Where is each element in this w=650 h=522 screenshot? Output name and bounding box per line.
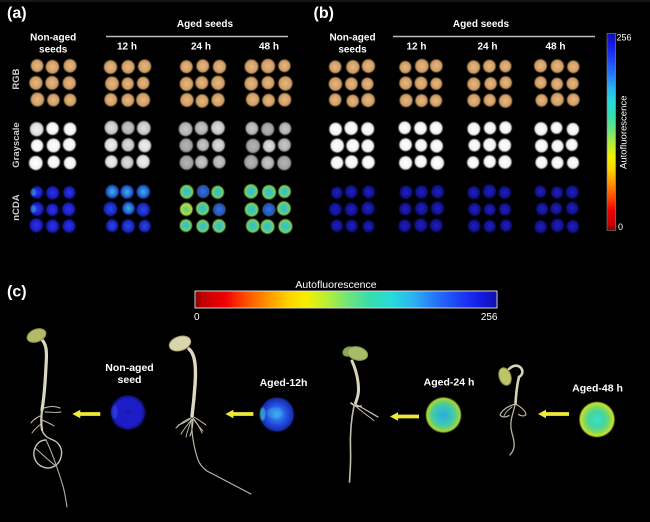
svg-text:nCDA: nCDA bbox=[11, 194, 22, 221]
svg-text:Aged-48 h: Aged-48 h bbox=[572, 383, 623, 395]
svg-text:48 h: 48 h bbox=[259, 42, 279, 53]
svg-text:48 h: 48 h bbox=[545, 42, 565, 53]
svg-text:Autofluorescence: Autofluorescence bbox=[618, 96, 629, 169]
svg-text:0: 0 bbox=[194, 312, 200, 323]
svg-text:Aged seeds: Aged seeds bbox=[453, 19, 510, 30]
svg-text:Aged-24 h: Aged-24 h bbox=[424, 377, 475, 389]
svg-text:(b): (b) bbox=[314, 5, 334, 22]
svg-text:256: 256 bbox=[617, 33, 632, 43]
svg-text:24 h: 24 h bbox=[477, 42, 497, 53]
svg-text:seeds: seeds bbox=[338, 45, 367, 56]
svg-text:(a): (a) bbox=[7, 5, 27, 22]
svg-text:seed: seed bbox=[118, 374, 142, 386]
svg-text:Non-aged: Non-aged bbox=[329, 33, 375, 44]
svg-text:Aged-12h: Aged-12h bbox=[260, 377, 308, 389]
svg-text:Grayscale: Grayscale bbox=[11, 122, 22, 167]
svg-text:(c): (c) bbox=[7, 284, 27, 301]
svg-text:seeds: seeds bbox=[39, 45, 68, 56]
svg-text:Non-aged: Non-aged bbox=[30, 33, 76, 44]
svg-text:12 h: 12 h bbox=[406, 42, 426, 53]
svg-text:RGB: RGB bbox=[11, 68, 22, 89]
svg-text:Non-aged: Non-aged bbox=[105, 362, 153, 374]
svg-text:Autofluorescence: Autofluorescence bbox=[295, 279, 376, 291]
svg-text:0: 0 bbox=[618, 222, 623, 232]
svg-text:24 h: 24 h bbox=[191, 42, 211, 53]
svg-text:Aged seeds: Aged seeds bbox=[177, 19, 234, 30]
svg-text:12 h: 12 h bbox=[117, 42, 137, 53]
svg-text:256: 256 bbox=[481, 312, 498, 323]
